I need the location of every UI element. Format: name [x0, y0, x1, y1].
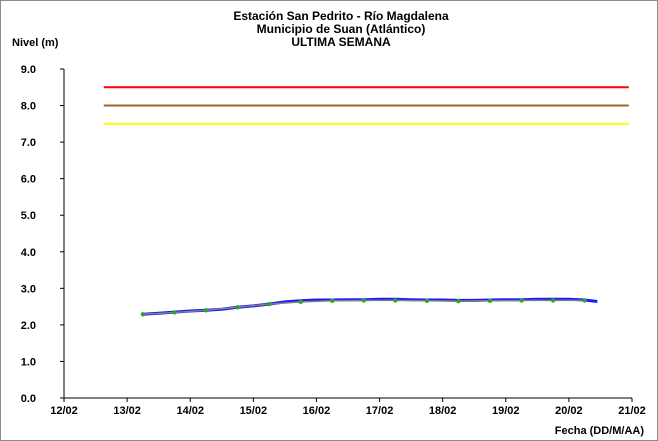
data-point: [487, 298, 493, 303]
data-point: [298, 299, 303, 305]
y-tick-label: 2.0: [21, 320, 36, 332]
x-tick-label: 20/02: [555, 405, 583, 417]
y-tick-label: 6.0: [21, 174, 36, 186]
data-point: [582, 298, 587, 303]
data-point: [456, 298, 461, 304]
data-point: [519, 298, 524, 303]
y-tick-label: 9.0: [21, 64, 36, 76]
data-point: [393, 298, 398, 303]
y-tick-label: 8.0: [21, 101, 36, 113]
data-point: [550, 298, 556, 303]
y-tick-label: 4.0: [21, 247, 36, 259]
data-point: [140, 312, 146, 317]
data-point: [172, 310, 177, 315]
x-tick-label: 19/02: [492, 405, 520, 417]
data-point: [235, 305, 240, 310]
title-line-2: Municipio de Suan (Atlántico): [257, 22, 426, 36]
y-tick-label: 0.0: [21, 393, 36, 405]
chart-title: Estación San Pedrito - Río Magdalena Mun…: [233, 9, 449, 49]
data-point: [361, 298, 366, 303]
x-tick-label: 18/02: [429, 405, 457, 417]
x-tick-label: 15/02: [240, 405, 268, 417]
x-tick-label: 17/02: [366, 405, 394, 417]
series-line-1: [142, 297, 598, 316]
y-tick-label: 3.0: [21, 283, 36, 295]
y-axis-label: Nivel (m): [12, 37, 59, 49]
data-point: [203, 308, 209, 313]
x-tick-label: 16/02: [303, 405, 331, 417]
title-line-3: ULTIMA SEMANA: [291, 35, 391, 49]
y-tick-label: 7.0: [21, 137, 36, 149]
y-tick-label: 5.0: [21, 210, 36, 222]
x-tick-label: 14/02: [176, 405, 204, 417]
x-tick-label: 21/02: [618, 405, 646, 417]
data-point: [424, 298, 430, 303]
x-tick-label: 13/02: [113, 405, 141, 417]
x-axis-label: Fecha (DD/M/AA): [555, 425, 645, 437]
plot-area: 0.0 1.0 2.0 3.0 4.0 5.0 6.0 7.0 8.0 9.0 12/02 13/02…: [21, 64, 646, 417]
x-tick-label: 12/02: [50, 405, 78, 417]
y-tick-label: 1.0: [21, 356, 36, 368]
data-point: [330, 298, 335, 303]
data-point: [266, 301, 272, 307]
title-line-1: Estación San Pedrito - Río Magdalena: [233, 9, 449, 23]
